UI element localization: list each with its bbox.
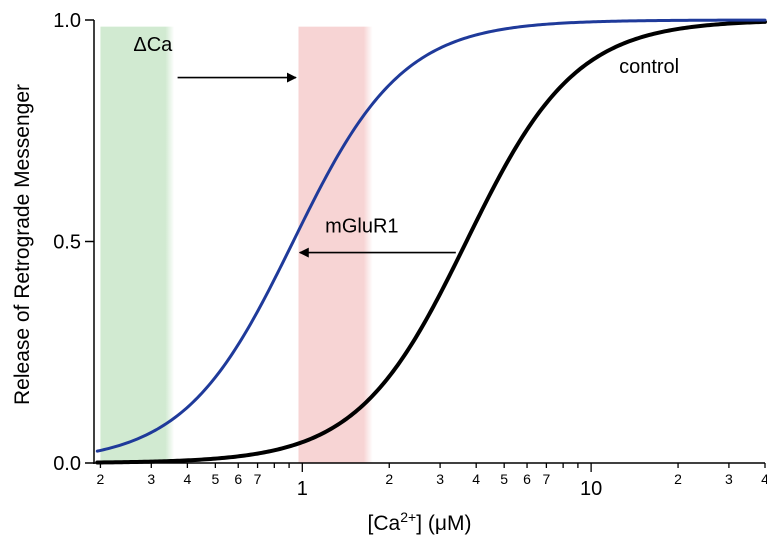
x-tick-label: 1 [297, 478, 308, 500]
y-tick-label: 0.5 [53, 232, 81, 254]
annotation-label: mGluR1 [325, 216, 398, 238]
curve-control [95, 19, 767, 465]
x-axis-title-rest: ] (μM) [416, 512, 471, 535]
x-tick-label: 5 [211, 471, 219, 487]
x-tick-label: 3 [436, 471, 444, 487]
x-tick-label: 7 [254, 471, 262, 487]
x-tick-label: 4 [472, 471, 480, 487]
x-tick-label: 4 [761, 471, 767, 487]
x-axis-title-main: [Ca [368, 512, 401, 535]
x-tick-label: 3 [147, 471, 155, 487]
shaded-band-1 [100, 26, 175, 464]
axes: 0.00.51.02 3 4 5 6 7 1 2 3 4 5 6 7 10 2 3 4 [53, 10, 767, 500]
x-tick-label: 10 [580, 478, 602, 500]
y-tick-label: 0.0 [53, 453, 81, 475]
shaded-band-2 [298, 26, 373, 464]
curve-2 [95, 18, 767, 453]
x-tick-label: 4 [183, 471, 191, 487]
y-axis-title: Release of Retrograde Messenger [11, 84, 34, 405]
annotation-label: ΔCa [133, 34, 173, 56]
x-tick-label: 7 [542, 471, 550, 487]
x-tick-label: 2 [674, 471, 682, 487]
x-tick-label: 6 [234, 471, 242, 487]
annotation-label: control [619, 56, 679, 78]
shaded-bands [100, 26, 373, 464]
x-axis-title-sup: 2+ [400, 509, 416, 525]
x-tick-label: 3 [725, 471, 733, 487]
x-tick-label: 6 [523, 471, 531, 487]
x-tick-label: 2 [97, 471, 105, 487]
curves [95, 18, 767, 465]
x-axis-title: [Ca2+] (μM) [368, 509, 472, 535]
x-tick-label: 5 [500, 471, 508, 487]
y-tick-label: 1.0 [53, 10, 81, 32]
x-tick-label: 2 [385, 471, 393, 487]
annotations: ΔCa mGluR1 control [133, 34, 679, 258]
